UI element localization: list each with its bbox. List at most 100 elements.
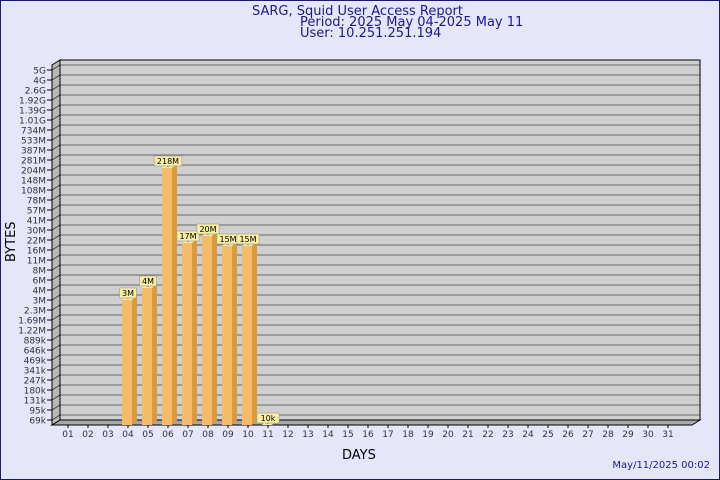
y-tick-label: 1.39G: [19, 107, 46, 117]
y-tick-label: 69k: [29, 417, 46, 427]
y-axis: 69k95k131k180k247k341k469k646k889k1.22M1…: [18, 65, 53, 427]
x-tick-label: 14: [322, 430, 334, 440]
x-tick-label: 08: [202, 430, 214, 440]
y-tick-label: 22M: [27, 237, 46, 247]
grid-line-side: [51, 164, 61, 171]
y-tick-label: 247k: [24, 377, 47, 387]
grid-line-side: [51, 94, 61, 101]
x-tick-label: 04: [122, 430, 134, 440]
grid-line-side: [51, 224, 61, 231]
data-label-box: [236, 233, 260, 245]
x-tick-label: 05: [142, 430, 153, 440]
bar-front: [222, 246, 232, 425]
data-label-11: 10k: [256, 412, 280, 424]
y-tick-label: 469k: [24, 357, 47, 367]
grid-line-side: [51, 274, 61, 281]
y-tick-label: 30M: [27, 227, 46, 237]
grid-line-side: [51, 364, 61, 371]
y-tick-label: 1.01G: [19, 117, 46, 127]
grid-line-side: [51, 114, 61, 121]
data-label-box: [196, 223, 220, 235]
grid-line-side: [51, 244, 61, 251]
y-tick-label: 57M: [27, 207, 46, 217]
grid-line-side: [51, 194, 61, 201]
data-label-box: [176, 230, 200, 242]
bar-front: [242, 246, 252, 425]
grid-line-side: [51, 234, 61, 241]
data-label-10: 15M: [236, 233, 260, 245]
data-label-08: 20M: [196, 223, 220, 235]
x-tick-label: 11: [262, 430, 273, 440]
grid-line-side: [51, 374, 61, 381]
x-tick-label: 28: [602, 430, 614, 440]
data-label-07: 17M: [176, 230, 200, 242]
plot-left-wall: [51, 59, 61, 426]
bar-07: [182, 238, 197, 425]
bar-09: [222, 241, 237, 425]
grid-line-side: [51, 354, 61, 361]
data-label-06: 218M: [153, 155, 183, 167]
x-tick-label: 15: [342, 430, 353, 440]
x-tick-label: 17: [382, 430, 393, 440]
y-tick-label: 1.69M: [18, 317, 46, 327]
bar-front: [142, 288, 152, 425]
y-tick-label: 1.92G: [19, 97, 46, 107]
bar-side: [192, 238, 197, 425]
grid-line-side: [51, 124, 61, 131]
bar-side: [172, 163, 177, 425]
x-tick-label: 10: [242, 430, 254, 440]
data-label-box: [256, 412, 280, 424]
grid-line-side: [51, 284, 61, 291]
data-label-text: 17M: [179, 232, 196, 241]
grid-line-side: [51, 294, 61, 301]
data-label-05: 4M: [139, 275, 157, 287]
x-tick-label: 19: [422, 430, 434, 440]
grid-line-side: [51, 344, 61, 351]
y-tick-label: 148M: [21, 177, 46, 187]
x-tick-label: 31: [662, 430, 673, 440]
y-tick-label: 108M: [21, 187, 46, 197]
y-tick-label: 1.22M: [18, 327, 46, 337]
grid-line-side: [51, 404, 61, 411]
bar-side: [232, 241, 237, 425]
grid-line-side: [51, 174, 61, 181]
bar-06: [162, 163, 177, 425]
y-tick-label: 4G: [33, 77, 46, 87]
y-axis-title: BYTES: [4, 221, 19, 262]
grid-line-side: [51, 64, 61, 71]
bar-side: [212, 231, 217, 425]
grid-line-side: [51, 84, 61, 91]
x-tick-label: 18: [402, 430, 414, 440]
bar-05: [142, 283, 157, 425]
x-tick-label: 27: [582, 430, 593, 440]
grid-line-side: [51, 384, 61, 391]
x-tick-label: 30: [642, 430, 654, 440]
data-label-text: 15M: [219, 235, 236, 244]
y-tick-label: 204M: [21, 167, 46, 177]
grid-line-side: [51, 334, 61, 341]
data-label-box: [153, 155, 183, 167]
y-tick-label: 646k: [24, 347, 47, 357]
grid-line-side: [51, 74, 61, 81]
y-tick-label: 281M: [21, 157, 46, 167]
bar-side: [252, 241, 257, 425]
bar-side: [132, 295, 137, 425]
grid-line-side: [51, 394, 61, 401]
report-title: SARG, Squid User Access Report: [252, 4, 463, 19]
y-tick-label: 4M: [33, 287, 47, 297]
grid-line-side: [51, 324, 61, 331]
bar-front: [202, 236, 212, 425]
y-tick-label: 131k: [24, 397, 47, 407]
data-label-text: 4M: [142, 277, 154, 286]
data-label-text: 15M: [239, 235, 256, 244]
bar-08: [202, 231, 217, 425]
y-tick-label: 5G: [33, 67, 46, 77]
grid-line-side: [51, 204, 61, 211]
y-tick-label: 387M: [21, 147, 46, 157]
x-tick-label: 25: [542, 430, 553, 440]
y-tick-label: 6M: [33, 277, 47, 287]
report-period: Period: 2025 May 04-2025 May 11: [300, 15, 524, 30]
data-label-text: 10k: [261, 414, 276, 423]
